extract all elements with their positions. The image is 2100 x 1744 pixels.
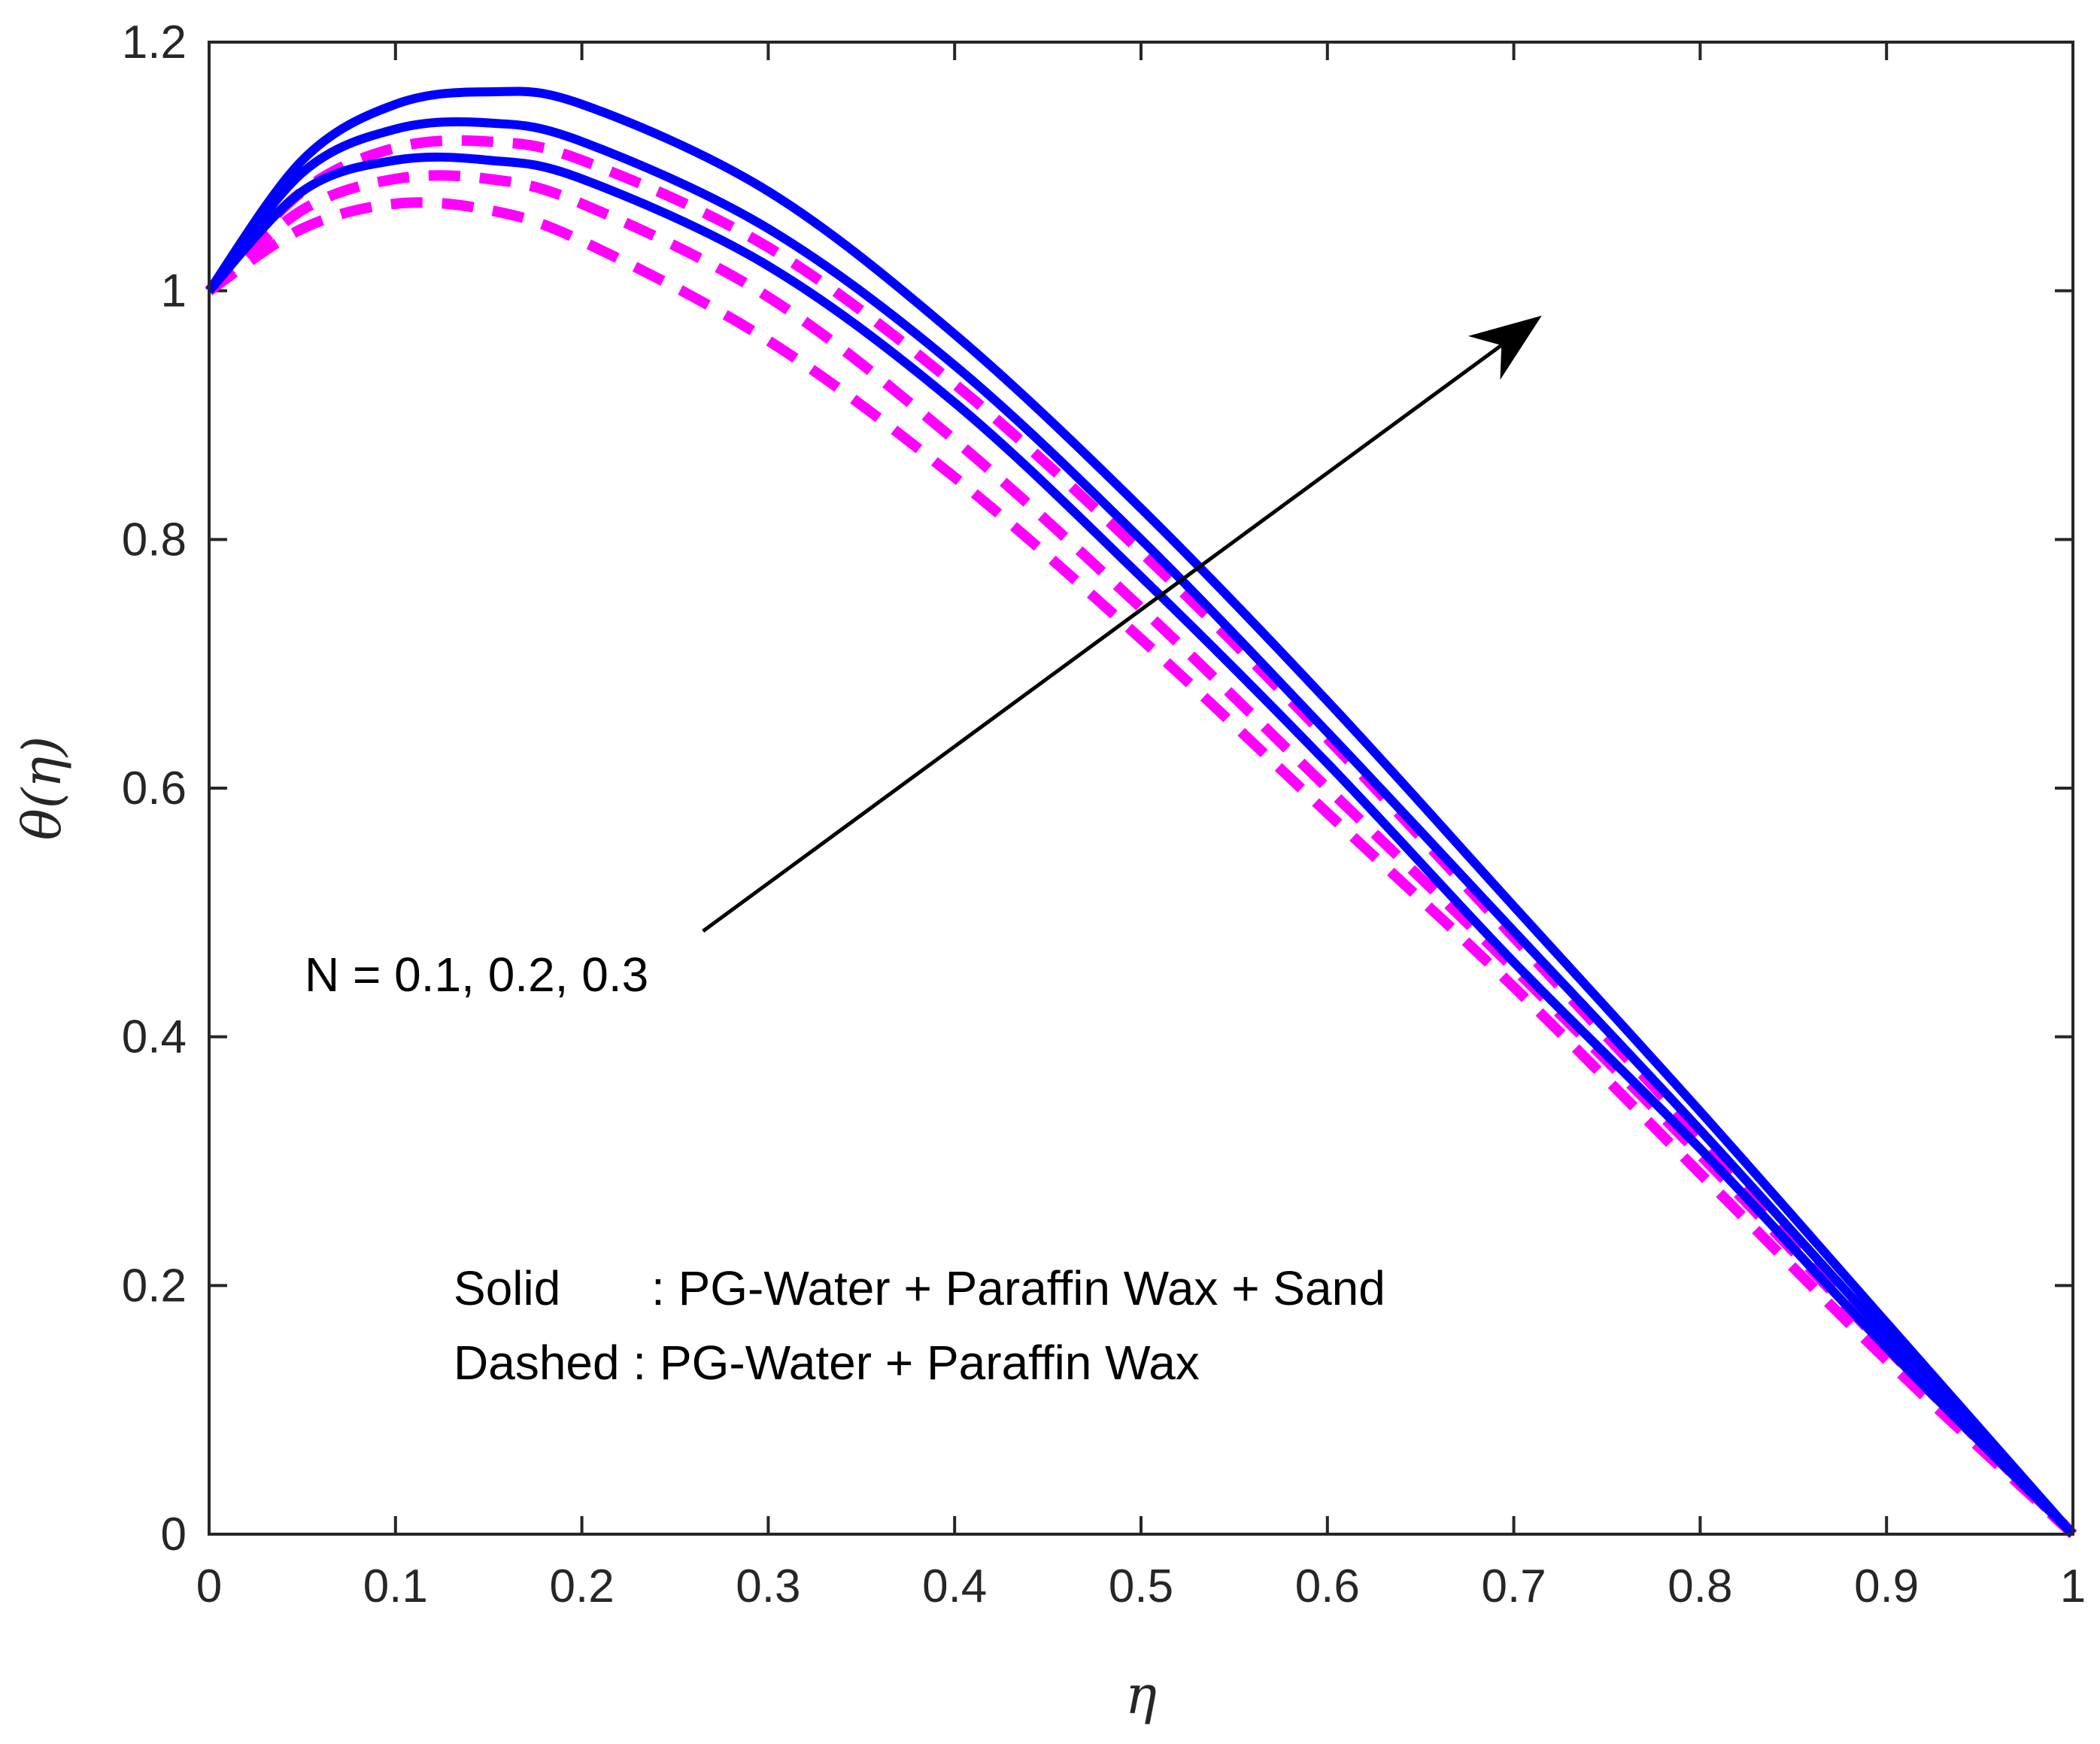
- x-tick-label: 0.1: [363, 1561, 428, 1612]
- solid-series-line: [205, 117, 2077, 1538]
- x-tick-label: 0.6: [1295, 1561, 1360, 1612]
- solid-series-line: [205, 152, 2077, 1538]
- arrow-shaft: [702, 344, 1503, 933]
- x-tick-label: 0.3: [736, 1561, 800, 1612]
- x-tick-label: 0.4: [922, 1561, 987, 1612]
- x-tick-label: 0.2: [549, 1561, 614, 1612]
- y-tick-label: 1.2: [122, 17, 187, 68]
- x-tick-label: 0: [196, 1561, 222, 1612]
- x-tick-label: 0.7: [1481, 1561, 1546, 1612]
- y-tick-label: 1: [161, 265, 187, 317]
- x-tick-label: 1: [2060, 1561, 2086, 1612]
- solid-series-line: [205, 86, 2077, 1537]
- parameter-label: N = 0.1, 0.2, 0.3: [305, 948, 648, 1002]
- legend-solid-text: : PG-Water + Paraffin Wax + Sand: [651, 1261, 1385, 1315]
- dashed-series-line: [206, 197, 2077, 1539]
- y-tick-label: 0.6: [122, 763, 187, 814]
- plot-frame: [208, 41, 2074, 1536]
- y-tick-label: 0.8: [122, 514, 187, 566]
- x-axis-label: η: [1125, 1664, 1157, 1726]
- y-tick-label: 0: [161, 1509, 187, 1561]
- legend-solid-key: Solid: [454, 1261, 560, 1315]
- x-tick-label: 0.8: [1668, 1561, 1732, 1612]
- y-tick-label: 0.4: [122, 1012, 187, 1063]
- arrow-head: [1467, 315, 1542, 380]
- x-tick-label: 0.9: [1854, 1561, 1919, 1612]
- y-axis-label: θ(η): [11, 736, 73, 841]
- legend-dashed-text: Dashed : PG-Water + Paraffin Wax: [454, 1336, 1200, 1390]
- x-tick-label: 0.5: [1109, 1561, 1173, 1612]
- y-tick-label: 0.2: [122, 1260, 187, 1312]
